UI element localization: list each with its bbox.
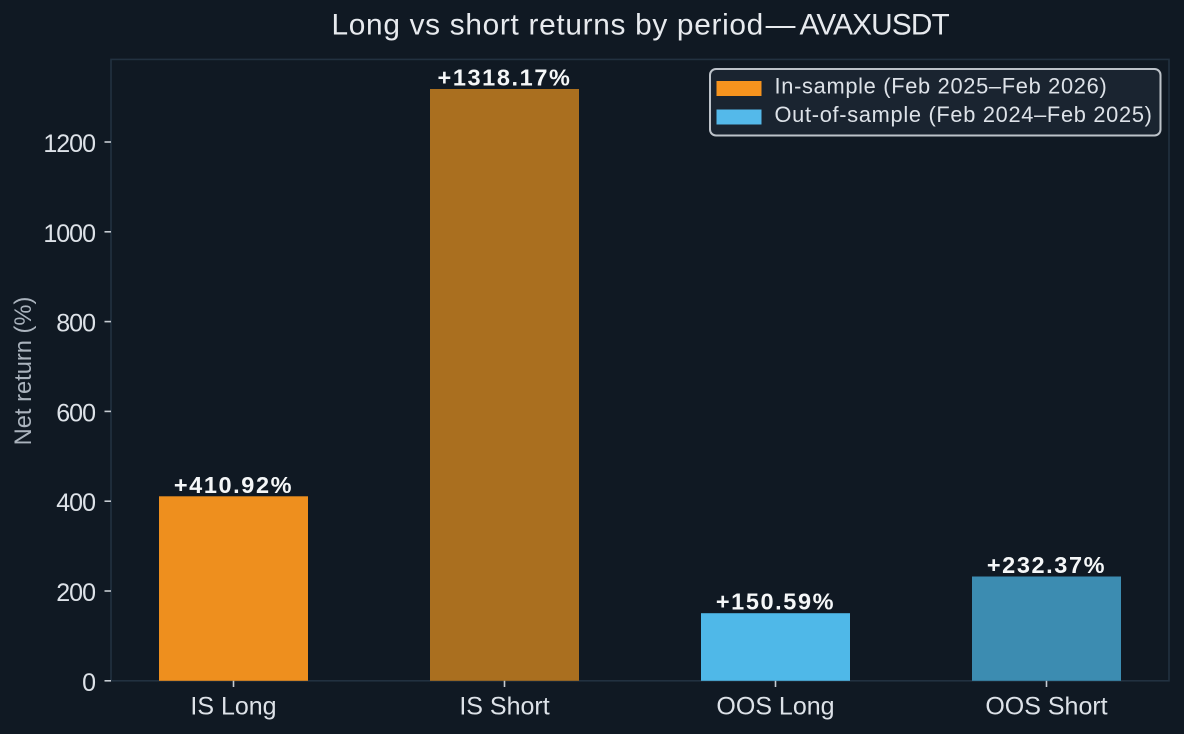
svg-text:600: 600 [56, 399, 95, 427]
svg-text:IS Long: IS Long [190, 693, 276, 721]
svg-text:In-sample (Feb 2025–Feb 2026): In-sample (Feb 2025–Feb 2026) [775, 74, 1108, 99]
svg-text:AVAXUSDT: AVAXUSDT [800, 9, 950, 42]
svg-text:OOS Long: OOS Long [716, 693, 834, 721]
svg-text:1200: 1200 [43, 130, 95, 158]
svg-text:+410.92%: +410.92% [174, 472, 293, 498]
svg-text:800: 800 [56, 310, 95, 338]
svg-text:Out-of-sample (Feb 2024–Feb 20: Out-of-sample (Feb 2024–Feb 2025) [775, 102, 1153, 127]
svg-text:—: — [766, 9, 796, 42]
svg-text:+150.59%: +150.59% [716, 589, 835, 615]
svg-text:0: 0 [82, 669, 95, 697]
svg-text:Net return (%): Net return (%) [11, 297, 37, 446]
svg-text:+232.37%: +232.37% [987, 552, 1106, 578]
svg-text:1000: 1000 [43, 220, 95, 248]
svg-text:+1318.17%: +1318.17% [438, 65, 572, 91]
svg-text:IS Short: IS Short [459, 693, 549, 721]
svg-text:400: 400 [56, 489, 95, 517]
svg-text:200: 200 [56, 579, 95, 607]
svg-text:OOS Short: OOS Short [985, 693, 1107, 721]
svg-text:Long vs short returns by perio: Long vs short returns by period [332, 9, 764, 42]
